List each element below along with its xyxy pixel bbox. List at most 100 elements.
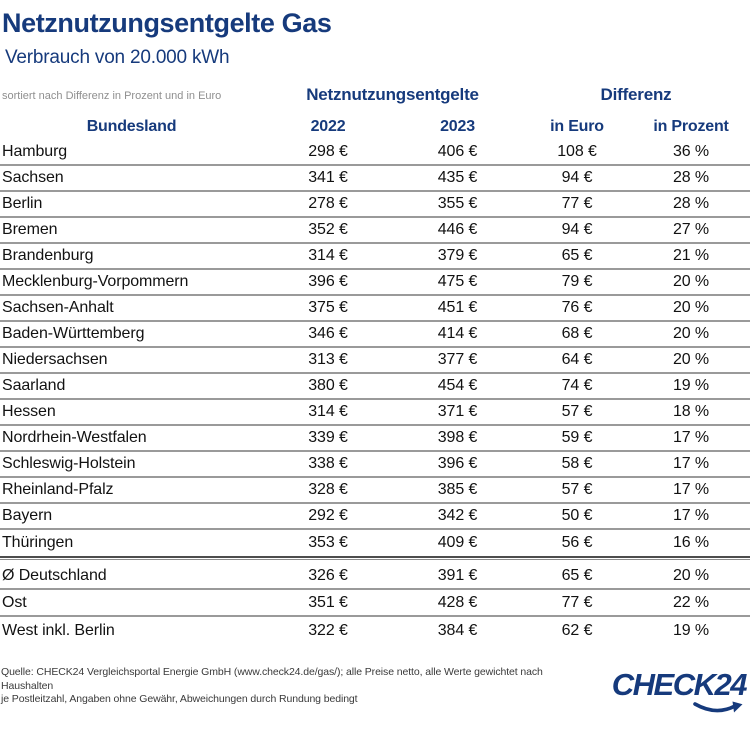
table-row: Bremen 352 € 446 € 94 € 27 % [0, 218, 750, 245]
diff-euro: 57 € [561, 481, 593, 499]
diff-percent: 19 % [672, 377, 710, 395]
state-name: Thüringen [2, 534, 74, 552]
fee-2022: 298 € [308, 143, 348, 161]
diff-euro: 94 € [561, 221, 593, 239]
table-row: Niedersachsen 313 € 377 € 64 € 20 % [0, 348, 750, 375]
diff-euro: 77 € [561, 195, 593, 213]
source-note-line-2: je Postleitzahl, Angaben ohne Gewähr, Ab… [1, 693, 358, 706]
table-row: Nordrhein-Westfalen 339 € 398 € 59 € 17 … [0, 426, 750, 453]
diff-percent: 18 % [672, 403, 710, 421]
table-row: Rheinland-Pfalz 328 € 385 € 57 € 17 % [0, 478, 750, 505]
table-row: Saarland 380 € 454 € 74 € 19 % [0, 374, 750, 401]
sort-note: sortiert nach Differenz in Prozent und i… [2, 90, 222, 103]
diff-percent: 20 % [672, 299, 710, 317]
summary-rows: Ø Deutschland 326 € 391 € 65 € 20 % Ost … [0, 563, 750, 644]
state-name: Berlin [2, 195, 43, 213]
fee-2023: 385 € [437, 481, 478, 499]
diff-euro: 76 € [561, 299, 593, 317]
state-name: Hessen [2, 403, 56, 421]
table-column-header-row: Bundesland 2022 2023 in Euro in Prozent [0, 116, 750, 138]
state-name: Schleswig-Holstein [2, 455, 136, 473]
group-header-differenz: Differenz [600, 85, 672, 105]
diff-euro: 108 € [557, 143, 597, 161]
check24-logo: CHECK24 [612, 667, 748, 713]
state-name: Rheinland-Pfalz [2, 481, 114, 499]
table-row: Brandenburg 314 € 379 € 65 € 21 % [0, 244, 750, 271]
fee-2022: 352 € [308, 221, 348, 239]
fee-2022: 380 € [308, 377, 348, 395]
diff-euro: 58 € [561, 455, 593, 473]
fee-2023: 406 € [437, 143, 478, 161]
fee-2022: 292 € [308, 507, 348, 525]
diff-euro: 65 € [561, 247, 593, 265]
state-name: Sachsen-Anhalt [2, 299, 114, 317]
fee-2023: 414 € [437, 325, 478, 343]
fee-2023: 379 € [437, 247, 478, 265]
fee-2023: 409 € [437, 534, 478, 552]
fee-2023: 428 € [437, 593, 478, 611]
table-row: Hamburg 298 € 406 € 108 € 36 % [0, 140, 750, 167]
summary-row: Ost 351 € 428 € 77 € 22 % [0, 590, 750, 618]
diff-percent: 36 % [672, 143, 710, 161]
state-name: Ø Deutschland [2, 566, 107, 584]
state-name: Mecklenburg-Vorpommern [2, 273, 189, 291]
diff-euro: 50 € [561, 507, 593, 525]
fee-2023: 355 € [437, 195, 478, 213]
state-name: Bremen [2, 221, 58, 239]
fee-2022: 328 € [308, 481, 348, 499]
diff-euro: 56 € [561, 534, 593, 552]
source-note-line-1: Quelle: CHECK24 Vergleichsportal Energie… [1, 666, 543, 692]
fee-2023: 371 € [437, 403, 478, 421]
state-name: Ost [2, 593, 27, 611]
fee-2022: 353 € [308, 534, 348, 552]
diff-percent: 17 % [672, 481, 710, 499]
diff-percent: 22 % [672, 593, 710, 611]
table-row: Bayern 292 € 342 € 50 € 17 % [0, 504, 750, 531]
fee-2023: 435 € [437, 169, 478, 187]
state-name: Niedersachsen [2, 351, 108, 369]
summary-section-divider [0, 556, 750, 562]
fee-2023: 454 € [437, 377, 478, 395]
state-name: Nordrhein-Westfalen [2, 429, 147, 447]
state-name: Sachsen [2, 169, 64, 187]
fee-2023: 384 € [437, 621, 478, 639]
state-name: West inkl. Berlin [2, 621, 115, 639]
fee-2022: 278 € [308, 195, 348, 213]
column-header-in-euro: in Euro [550, 118, 604, 136]
state-name: Hamburg [2, 143, 68, 161]
diff-euro: 94 € [561, 169, 593, 187]
table-row: Schleswig-Holstein 338 € 396 € 58 € 17 % [0, 452, 750, 479]
source-note: Quelle: CHECK24 Vergleichsportal Energie… [1, 666, 586, 707]
state-name: Bayern [2, 507, 53, 525]
column-header-in-prozent: in Prozent [653, 118, 729, 136]
diff-percent: 17 % [672, 507, 710, 525]
summary-row: Ø Deutschland 326 € 391 € 65 € 20 % [0, 563, 750, 591]
table-row: Baden-Württemberg 346 € 414 € 68 € 20 % [0, 322, 750, 349]
fee-2023: 451 € [437, 299, 478, 317]
page-subtitle: Verbrauch von 20.000 kWh [5, 47, 230, 69]
group-header-netznutzungsentgelte: Netznutzungsentgelte [306, 85, 479, 105]
diff-euro: 68 € [561, 325, 593, 343]
column-header-bundesland: Bundesland [86, 118, 177, 136]
table-row: Mecklenburg-Vorpommern 396 € 475 € 79 € … [0, 270, 750, 297]
diff-euro: 74 € [561, 377, 593, 395]
fee-2023: 396 € [437, 455, 478, 473]
state-name: Saarland [2, 377, 66, 395]
diff-percent: 21 % [672, 247, 710, 265]
fee-2022: 346 € [308, 325, 348, 343]
fee-2022: 375 € [308, 299, 348, 317]
fee-2023: 398 € [437, 429, 478, 447]
state-name: Baden-Württemberg [2, 325, 145, 343]
fee-2023: 446 € [437, 221, 478, 239]
column-header-2023: 2023 [440, 118, 475, 136]
footer: Quelle: CHECK24 Vergleichsportal Energie… [0, 666, 750, 713]
diff-percent: 20 % [672, 351, 710, 369]
diff-euro: 62 € [561, 621, 593, 639]
diff-euro: 77 € [561, 593, 593, 611]
diff-percent: 20 % [672, 566, 710, 584]
state-name: Brandenburg [2, 247, 94, 265]
fee-2022: 314 € [308, 403, 348, 421]
fee-2022: 338 € [308, 455, 348, 473]
diff-percent: 20 % [672, 273, 710, 291]
